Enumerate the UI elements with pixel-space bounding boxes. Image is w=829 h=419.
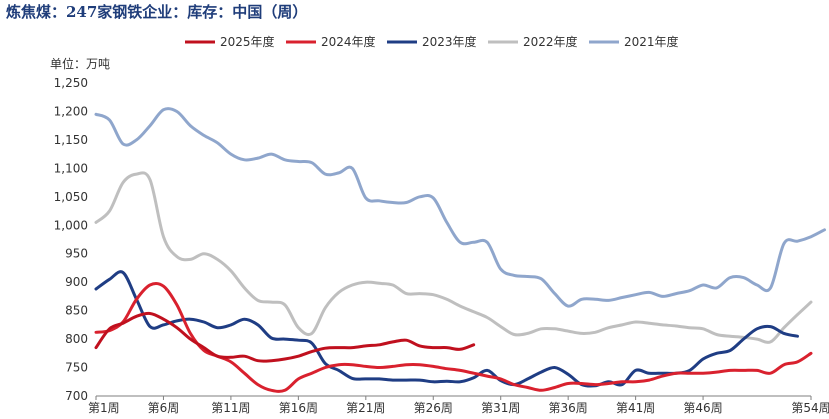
legend-label: 2025年度 (220, 34, 275, 49)
y-tick-label: 1,050 (54, 190, 88, 204)
series-lines (94, 107, 826, 393)
y-tick-label: 1,250 (54, 76, 88, 90)
legend-label: 2021年度 (624, 34, 679, 49)
y-tick-label: 1,200 (54, 104, 88, 118)
x-axis: 第1周 第6周 第11周 第16周 第21周 第26周 第31周 第36周 第41周 第46周 第5… (88, 395, 829, 415)
y-tick-label: 700 (65, 389, 88, 403)
y-tick-label: 1,150 (54, 133, 88, 147)
series-line (94, 107, 826, 308)
y-tick-label: 1,100 (54, 161, 88, 175)
y-tick-label: 850 (65, 304, 88, 318)
legend: 2025年度 2024年度 2023年度 2022年度 2021年度 (185, 34, 679, 49)
series-line (94, 171, 813, 344)
x-tick-label: 第26周 (414, 401, 453, 415)
y-tick-label: 950 (65, 247, 88, 261)
x-tick-label: 第6周 (148, 401, 180, 415)
x-tick-label: 第36周 (549, 401, 588, 415)
series-line (94, 282, 813, 393)
y-tick-label: 800 (65, 332, 88, 346)
series-line (94, 311, 476, 363)
x-tick-label: 第46周 (683, 401, 722, 415)
y-axis-unit-label: 单位：万吨 (50, 56, 110, 71)
x-tick-label: 第11周 (211, 401, 250, 415)
x-tick-label: 第21周 (346, 401, 385, 415)
legend-label: 2024年度 (321, 34, 376, 49)
chart-title: 炼焦煤：247家钢铁企业：库存：中国（周） (6, 3, 308, 21)
x-tick-label: 第31周 (481, 401, 520, 415)
y-tick-label: 750 (65, 361, 88, 375)
legend-label: 2023年度 (422, 34, 477, 49)
legend-label: 2022年度 (523, 34, 578, 49)
x-tick-label: 第41周 (616, 401, 655, 415)
y-tick-label: 1,000 (54, 218, 88, 232)
y-tick-label: 900 (65, 275, 88, 289)
x-tick-label: 第54周 (791, 401, 829, 415)
y-axis-ticks: 700 750 800 850 900 950 1,000 1,050 1,100 1,150 1,… (54, 76, 88, 403)
x-tick-label: 第1周 (88, 401, 120, 415)
x-tick-label: 第16周 (279, 401, 318, 415)
